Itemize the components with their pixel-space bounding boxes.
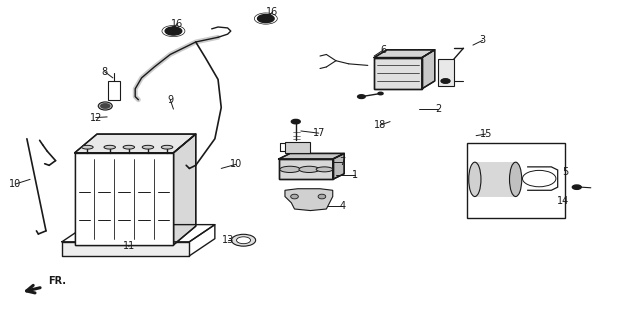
Text: 8: 8 <box>102 67 108 77</box>
Text: 14: 14 <box>557 196 570 206</box>
Text: 6: 6 <box>381 45 387 55</box>
Bar <box>278 159 333 179</box>
Text: 10: 10 <box>10 179 22 189</box>
Ellipse shape <box>316 167 333 172</box>
Text: 5: 5 <box>562 167 568 176</box>
Bar <box>467 143 565 218</box>
Text: FR.: FR. <box>48 276 66 285</box>
Polygon shape <box>285 189 333 211</box>
Bar <box>374 58 422 89</box>
Text: 18: 18 <box>374 120 387 130</box>
Bar <box>374 58 422 89</box>
Circle shape <box>257 14 274 23</box>
Bar <box>285 142 310 153</box>
Ellipse shape <box>82 145 93 149</box>
Text: 15: 15 <box>479 129 492 139</box>
Circle shape <box>358 95 365 99</box>
Polygon shape <box>475 162 516 197</box>
Circle shape <box>441 79 450 83</box>
Polygon shape <box>278 153 344 159</box>
Text: 12: 12 <box>90 112 102 123</box>
Circle shape <box>522 170 556 187</box>
Bar <box>75 153 173 245</box>
Text: 1: 1 <box>352 170 358 180</box>
Bar <box>438 59 454 86</box>
Bar <box>278 159 333 179</box>
Ellipse shape <box>280 166 300 173</box>
Polygon shape <box>75 134 196 153</box>
Polygon shape <box>333 153 344 179</box>
Text: 2: 2 <box>435 104 441 114</box>
Polygon shape <box>173 134 196 245</box>
Text: 10: 10 <box>230 159 242 169</box>
Ellipse shape <box>318 194 326 199</box>
Bar <box>108 81 120 100</box>
Text: 7: 7 <box>339 157 346 167</box>
Text: 9: 9 <box>167 95 173 105</box>
Text: 13: 13 <box>221 235 234 245</box>
Ellipse shape <box>99 102 112 110</box>
Ellipse shape <box>123 145 134 149</box>
Circle shape <box>165 27 182 35</box>
Text: 3: 3 <box>479 35 486 45</box>
Ellipse shape <box>468 162 481 197</box>
Polygon shape <box>422 50 435 89</box>
Circle shape <box>232 234 255 246</box>
Bar <box>75 153 173 245</box>
Circle shape <box>378 92 383 95</box>
Circle shape <box>442 79 449 83</box>
Circle shape <box>572 185 581 189</box>
Text: 11: 11 <box>123 242 135 251</box>
Text: 16: 16 <box>170 19 183 29</box>
Ellipse shape <box>142 145 154 149</box>
Ellipse shape <box>299 166 319 173</box>
Ellipse shape <box>509 162 522 197</box>
Circle shape <box>291 119 300 124</box>
Text: 4: 4 <box>339 201 346 211</box>
Text: 17: 17 <box>312 128 325 138</box>
Polygon shape <box>374 50 435 58</box>
Text: 16: 16 <box>266 7 278 17</box>
Circle shape <box>100 104 109 108</box>
Ellipse shape <box>291 194 298 199</box>
Ellipse shape <box>161 145 173 149</box>
Circle shape <box>237 237 250 244</box>
Ellipse shape <box>104 145 115 149</box>
Bar <box>62 242 189 256</box>
